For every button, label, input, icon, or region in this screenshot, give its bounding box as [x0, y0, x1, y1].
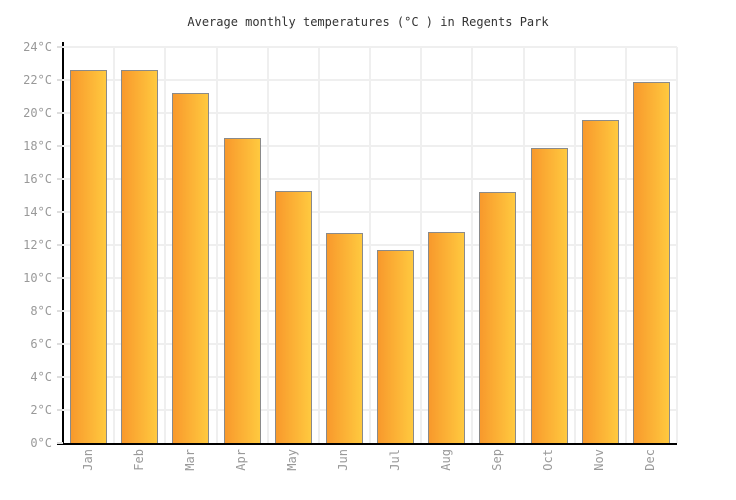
x-axis-label: Sep — [489, 449, 504, 471]
y-axis-tick — [57, 45, 63, 48]
y-axis-label: 20°C — [23, 105, 52, 120]
plot-area — [63, 42, 678, 443]
y-axis-label: 0°C — [30, 436, 52, 450]
x-axis-label: Oct — [541, 449, 556, 471]
x-axis-label: Mar — [182, 449, 197, 471]
y-axis-label: 2°C — [30, 402, 52, 417]
y-axis-tick — [57, 144, 63, 147]
gridline-vertical — [369, 47, 371, 443]
y-axis-label: 24°C — [23, 39, 52, 54]
bar-oct — [530, 147, 568, 443]
bar-jan — [70, 70, 108, 443]
gridline-vertical — [215, 47, 218, 443]
bar-apr — [223, 137, 261, 443]
gridline-vertical — [420, 47, 423, 443]
y-axis-tick — [57, 342, 63, 345]
x-axis-label: Apr — [234, 449, 249, 471]
y-axis-tick — [57, 276, 63, 279]
x-axis-label: Feb — [131, 449, 146, 471]
gridline-vertical — [113, 47, 116, 443]
y-axis-tick — [57, 78, 63, 81]
gridline-vertical — [522, 47, 525, 443]
bar-aug — [428, 231, 466, 443]
y-axis-tick — [57, 442, 63, 444]
gridline-vertical — [471, 47, 474, 443]
gridline-vertical — [317, 47, 320, 443]
gridline-horizontal — [63, 45, 677, 48]
y-axis-tick — [57, 210, 63, 213]
bar-jul — [377, 249, 415, 443]
gridline-vertical — [164, 47, 167, 443]
bar-dec — [632, 81, 670, 443]
bar-nov — [581, 119, 619, 443]
y-axis-label: 18°C — [23, 138, 52, 153]
gridline-vertical — [266, 47, 269, 443]
gridline-vertical — [624, 47, 627, 443]
y-axis-tick — [57, 243, 63, 246]
x-axis-line — [57, 443, 677, 445]
y-axis-tick — [57, 177, 63, 180]
y-axis-label: 10°C — [23, 270, 52, 285]
y-axis-tick — [57, 375, 63, 378]
y-axis-label: 8°C — [30, 303, 52, 318]
x-axis-label: Nov — [592, 449, 607, 471]
x-axis-label: Aug — [438, 449, 453, 471]
x-axis-label: Jul — [387, 449, 402, 471]
y-axis-label: 12°C — [23, 237, 52, 252]
bar-jun — [325, 233, 363, 443]
bar-may — [274, 190, 312, 443]
y-axis-tick — [57, 408, 63, 411]
y-axis-line — [62, 42, 64, 445]
x-axis-label: Jun — [336, 449, 351, 471]
y-axis-tick — [57, 111, 63, 114]
bar-feb — [121, 70, 159, 443]
gridline-vertical — [676, 47, 678, 443]
bar-mar — [172, 93, 210, 443]
y-axis-label: 6°C — [30, 336, 52, 351]
bar-sep — [479, 192, 517, 443]
gridline-vertical — [573, 47, 576, 443]
x-axis-label: Dec — [643, 449, 658, 471]
y-axis-tick — [57, 309, 63, 312]
y-axis-label: 22°C — [23, 72, 52, 87]
chart-title: Average monthly temperatures (°C ) in Re… — [187, 15, 549, 29]
y-axis-label: 14°C — [23, 204, 52, 219]
y-axis-label: 4°C — [30, 369, 52, 384]
y-axis-label: 16°C — [23, 171, 52, 186]
x-axis-label: Jan — [80, 449, 95, 471]
x-axis-label: May — [285, 449, 300, 471]
